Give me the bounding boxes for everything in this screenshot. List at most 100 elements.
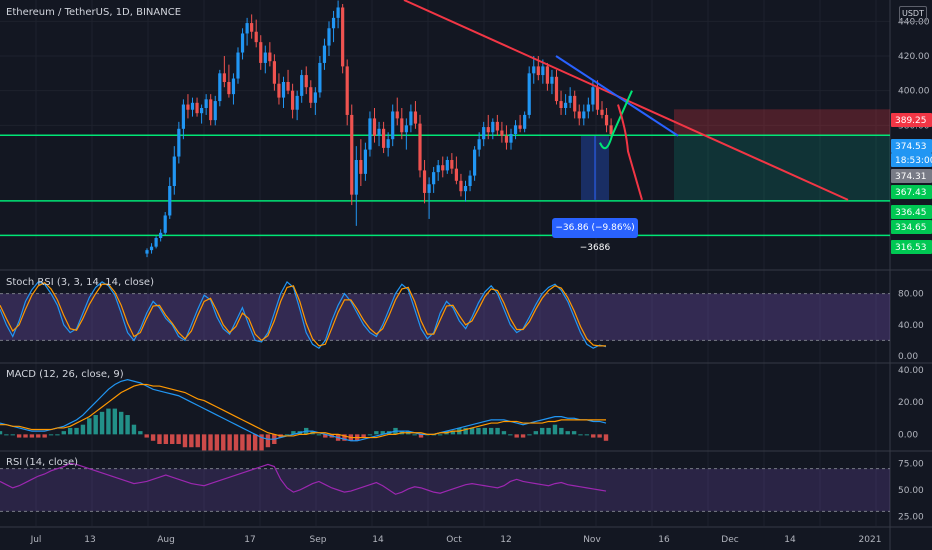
candle-body bbox=[582, 111, 586, 119]
macd-histogram-bar bbox=[374, 431, 379, 435]
price-tag bbox=[891, 169, 932, 183]
candle-body bbox=[213, 101, 217, 121]
candle-body bbox=[491, 121, 495, 133]
candle-body bbox=[204, 99, 208, 108]
price-tick-label: 440.00 bbox=[898, 17, 930, 27]
candle-body bbox=[422, 170, 427, 193]
macd-histogram-bar bbox=[342, 434, 347, 441]
candle-body bbox=[245, 23, 249, 34]
macd-histogram-bar bbox=[112, 408, 118, 435]
candle-body bbox=[163, 215, 167, 233]
time-tick-label: Aug bbox=[157, 535, 175, 545]
candle-body bbox=[559, 101, 563, 108]
candle-body bbox=[254, 31, 258, 43]
macd-histogram-bar bbox=[138, 431, 143, 435]
candle-body bbox=[286, 82, 290, 91]
time-tick-label: 14 bbox=[784, 535, 796, 545]
rsi-title[interactable]: RSI (14, close) bbox=[6, 457, 79, 468]
candle-body bbox=[459, 180, 463, 192]
price-tag-label: 18:53:00 bbox=[895, 156, 932, 166]
candle-body bbox=[354, 160, 358, 195]
symbol-title[interactable]: Ethereum / TetherUS, 1D, BINANCE bbox=[6, 7, 182, 18]
candle-body bbox=[577, 111, 581, 119]
stoch-rsi-title[interactable]: Stoch RSI (3, 3, 14, 14, close) bbox=[6, 277, 154, 288]
time-tick-label: Nov bbox=[583, 535, 601, 545]
macd-histogram-bar bbox=[501, 431, 507, 435]
candle-body bbox=[172, 156, 176, 186]
price-tag bbox=[891, 240, 932, 254]
candle-body bbox=[145, 250, 149, 254]
candle-body bbox=[336, 7, 340, 18]
candle-body bbox=[473, 149, 477, 176]
macd-histogram-bar bbox=[16, 434, 22, 438]
stoch-tick-label: 80.00 bbox=[898, 290, 924, 300]
macd-histogram-bar bbox=[463, 427, 468, 435]
candle-body bbox=[450, 160, 454, 169]
macd-title[interactable]: MACD (12, 26, close, 9) bbox=[6, 369, 124, 380]
candle-body bbox=[550, 76, 554, 84]
macd-histogram-bar bbox=[23, 434, 28, 438]
stop-loss-zone bbox=[674, 109, 890, 135]
macd-histogram-bar bbox=[565, 431, 570, 435]
candle-body bbox=[322, 45, 327, 63]
macd-histogram-bar bbox=[42, 434, 47, 438]
macd-tick-label: 40.00 bbox=[898, 366, 924, 376]
macd-histogram-bar bbox=[61, 431, 66, 435]
macd-histogram-bar bbox=[527, 434, 532, 436]
macd-histogram-bar bbox=[412, 434, 417, 436]
candle-body bbox=[532, 66, 536, 74]
candle-body bbox=[477, 139, 481, 150]
price-tag-label: 389.25 bbox=[895, 116, 927, 126]
macd-histogram-bar bbox=[578, 434, 583, 436]
candle-body bbox=[341, 7, 345, 67]
candle-body bbox=[291, 90, 295, 110]
candle-body bbox=[259, 42, 263, 63]
candle-body bbox=[159, 232, 163, 238]
macd-histogram-bar bbox=[99, 411, 105, 435]
macd-histogram-bar bbox=[10, 434, 15, 436]
macd-histogram-bar bbox=[418, 434, 424, 438]
candle-body bbox=[400, 118, 404, 133]
horizontal-levels bbox=[0, 134, 890, 237]
macd-series-line bbox=[0, 379, 607, 442]
candle-body bbox=[554, 76, 559, 102]
candle-body bbox=[177, 128, 181, 157]
macd-histogram-bar bbox=[559, 427, 564, 435]
price-tag-label: 367.43 bbox=[895, 188, 927, 198]
macd-histogram-bar bbox=[208, 434, 213, 451]
candle-body bbox=[359, 160, 363, 174]
time-tick-label: 12 bbox=[500, 535, 511, 545]
macd-histogram-bar bbox=[189, 434, 194, 448]
macd-histogram-bar bbox=[361, 434, 366, 438]
candle-body bbox=[463, 186, 468, 192]
candle-body bbox=[240, 33, 245, 53]
macd-histogram-bar bbox=[233, 434, 239, 451]
currency-badge[interactable]: USDT bbox=[899, 6, 927, 22]
candle-body bbox=[468, 175, 472, 186]
time-tick-label: 2021 bbox=[859, 535, 882, 545]
candle-body bbox=[409, 111, 413, 126]
macd-histogram-bar bbox=[584, 434, 590, 436]
candle-body bbox=[209, 99, 213, 121]
macd-histogram-bar bbox=[482, 427, 487, 435]
macd-histogram-bar bbox=[0, 431, 3, 435]
candle-body bbox=[586, 104, 590, 112]
time-tick-label: Sep bbox=[310, 535, 327, 545]
projection-up-path bbox=[599, 90, 633, 150]
macd-histogram-bar bbox=[80, 424, 86, 435]
candle-body bbox=[568, 95, 572, 103]
macd-histogram-bar bbox=[201, 434, 207, 451]
candle-body bbox=[168, 186, 172, 216]
macd-histogram-bar bbox=[36, 434, 41, 438]
position-zones bbox=[581, 109, 890, 201]
candle-body bbox=[372, 118, 377, 136]
price-tag bbox=[891, 185, 932, 199]
macd-histogram-bar bbox=[55, 434, 60, 436]
candle-body bbox=[441, 165, 445, 171]
macd-histogram-bar bbox=[227, 434, 232, 451]
candle-body bbox=[518, 125, 522, 129]
macd-histogram-bar bbox=[603, 434, 609, 441]
macd-histogram-bar bbox=[170, 434, 175, 444]
candle-body bbox=[295, 95, 299, 110]
